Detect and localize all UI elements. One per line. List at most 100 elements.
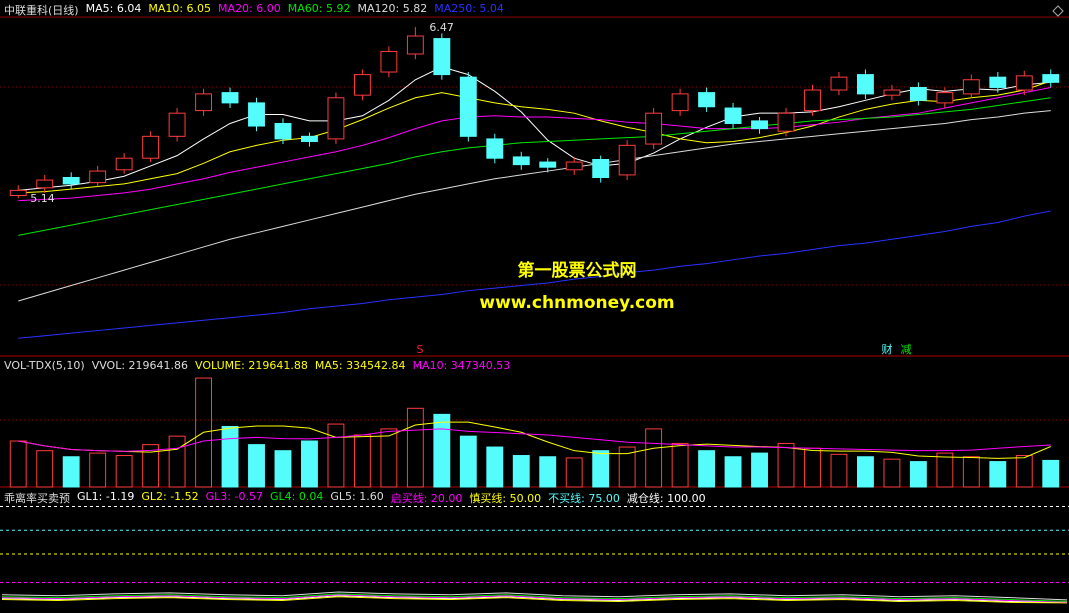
- legend-value: 100.00: [667, 492, 706, 505]
- ma-line: [18, 80, 1051, 194]
- legend-name: MA60:: [287, 2, 323, 15]
- legend-name: VOLUME:: [195, 359, 245, 372]
- candle-body: [592, 158, 610, 178]
- chart-title: 中联重科(日线): [4, 4, 79, 17]
- legend-item: GL4: 0.04: [270, 490, 323, 506]
- legend-value: 20.00: [430, 492, 463, 505]
- legend-value: 75.00: [588, 492, 620, 505]
- candle-body: [486, 138, 504, 159]
- volume-bar: [168, 435, 186, 488]
- volume-ma-line: [18, 428, 1051, 452]
- candle-body: [962, 79, 980, 95]
- volume-bar: [645, 428, 663, 488]
- menu-icon[interactable]: [1052, 5, 1064, 17]
- legend-item: MA20: 6.00: [218, 2, 281, 18]
- legend-value: 219641.88: [248, 359, 308, 372]
- legend-name: GL4:: [269, 490, 296, 503]
- low-label: 5.14: [30, 192, 55, 205]
- ma-line: [18, 86, 1051, 202]
- volume-bar: [698, 450, 716, 488]
- volume-bar: [486, 446, 504, 488]
- candle-body: [936, 92, 954, 104]
- candle-body: [327, 97, 345, 140]
- candle-body: [1042, 74, 1060, 83]
- legend-name: MA250:: [434, 2, 476, 15]
- candle-body: [195, 93, 213, 112]
- price-header: 中联重科(日线) MA5: 6.04 MA10: 6.05 MA20: 6.00 MA6…: [4, 2, 504, 18]
- volume-bar: [856, 456, 874, 488]
- legend-name: 启买线:: [390, 492, 428, 505]
- signal: 减: [901, 343, 912, 356]
- candle-body: [698, 92, 716, 108]
- candle-body: [618, 144, 636, 176]
- legend-name: MA5:: [314, 359, 343, 372]
- legend-item: 启买线: 20.00: [391, 490, 463, 506]
- volume-bar: [830, 453, 848, 488]
- volume-bar: [1015, 455, 1033, 488]
- volume-bar: [36, 450, 54, 488]
- legend-item: MA120: 5.82: [357, 2, 427, 18]
- legend-value: 5.04: [479, 2, 504, 15]
- legend-name: GL1:: [77, 490, 103, 503]
- volume-bar: [671, 442, 689, 488]
- candle-body: [645, 112, 663, 145]
- legend-item: MA5: 6.04: [86, 2, 142, 18]
- candle-body: [142, 135, 160, 159]
- candle-body: [777, 112, 795, 132]
- candle-body: [539, 161, 557, 168]
- candle-body: [301, 135, 318, 142]
- legend-item: MA10: 6.05: [148, 2, 211, 18]
- price-panel: 6.47 5.14: [9, 21, 1060, 339]
- candle-body: [804, 89, 821, 112]
- legend-item: 不买线: 75.00: [548, 490, 620, 506]
- legend-item: MA5: 334542.84: [315, 359, 406, 372]
- gl-line: [1, 596, 1068, 604]
- candle-body: [380, 50, 398, 73]
- volume-bar: [804, 447, 821, 488]
- candle-body: [353, 74, 371, 96]
- volume-bar: [274, 450, 292, 488]
- candle-body: [724, 107, 742, 124]
- candle-body: [9, 189, 27, 197]
- volume-bar: [909, 461, 927, 488]
- gl-line: [1, 594, 1068, 603]
- candle-body: [89, 170, 107, 184]
- indicator-header: 乖离率买卖预 GL1: -1.19 GL2: -1.52 GL3: -0.57 GL4:…: [4, 490, 706, 506]
- candle-body: [565, 161, 583, 171]
- volume-bar: [380, 428, 398, 488]
- volume-bar: [883, 458, 901, 488]
- legend-item: GL1: -1.19: [77, 490, 134, 506]
- volume-bar: [9, 440, 27, 488]
- legend-value: 6.05: [186, 2, 212, 15]
- legend-value: -0.57: [234, 490, 263, 503]
- legend-item: 减仓线: 100.00: [627, 490, 706, 506]
- candle-body: [1015, 75, 1033, 91]
- legend-value: 219641.86: [128, 359, 189, 372]
- volume-bar: [751, 452, 768, 488]
- legend-value: -1.19: [105, 490, 135, 503]
- legend-value: -1.52: [170, 490, 199, 503]
- candle-body: [36, 179, 54, 189]
- ma-line: [18, 66, 1051, 191]
- ma-line: [18, 210, 1051, 339]
- candle-body: [830, 76, 848, 91]
- volume-bar: [724, 456, 742, 488]
- legend-item: MA250: 5.04: [434, 2, 504, 18]
- legend-item: MA60: 5.92: [288, 2, 351, 18]
- legend-item: GL3: -0.57: [206, 490, 263, 506]
- legend-name: MA10:: [412, 359, 448, 372]
- volume-bar: [989, 461, 1007, 488]
- volume-bar: [539, 456, 557, 488]
- candle-body: [671, 93, 689, 112]
- volume-bar: [433, 413, 451, 488]
- volume-bar: [459, 435, 477, 488]
- indicator-panel: [0, 505, 1069, 604]
- volume-bar: [301, 440, 318, 488]
- volume-bar: [592, 450, 610, 488]
- volume-bar: [565, 457, 583, 488]
- legend-name: GL3:: [205, 490, 232, 503]
- watermark-name: 第一股票公式网: [518, 260, 637, 281]
- candle-body: [751, 120, 768, 130]
